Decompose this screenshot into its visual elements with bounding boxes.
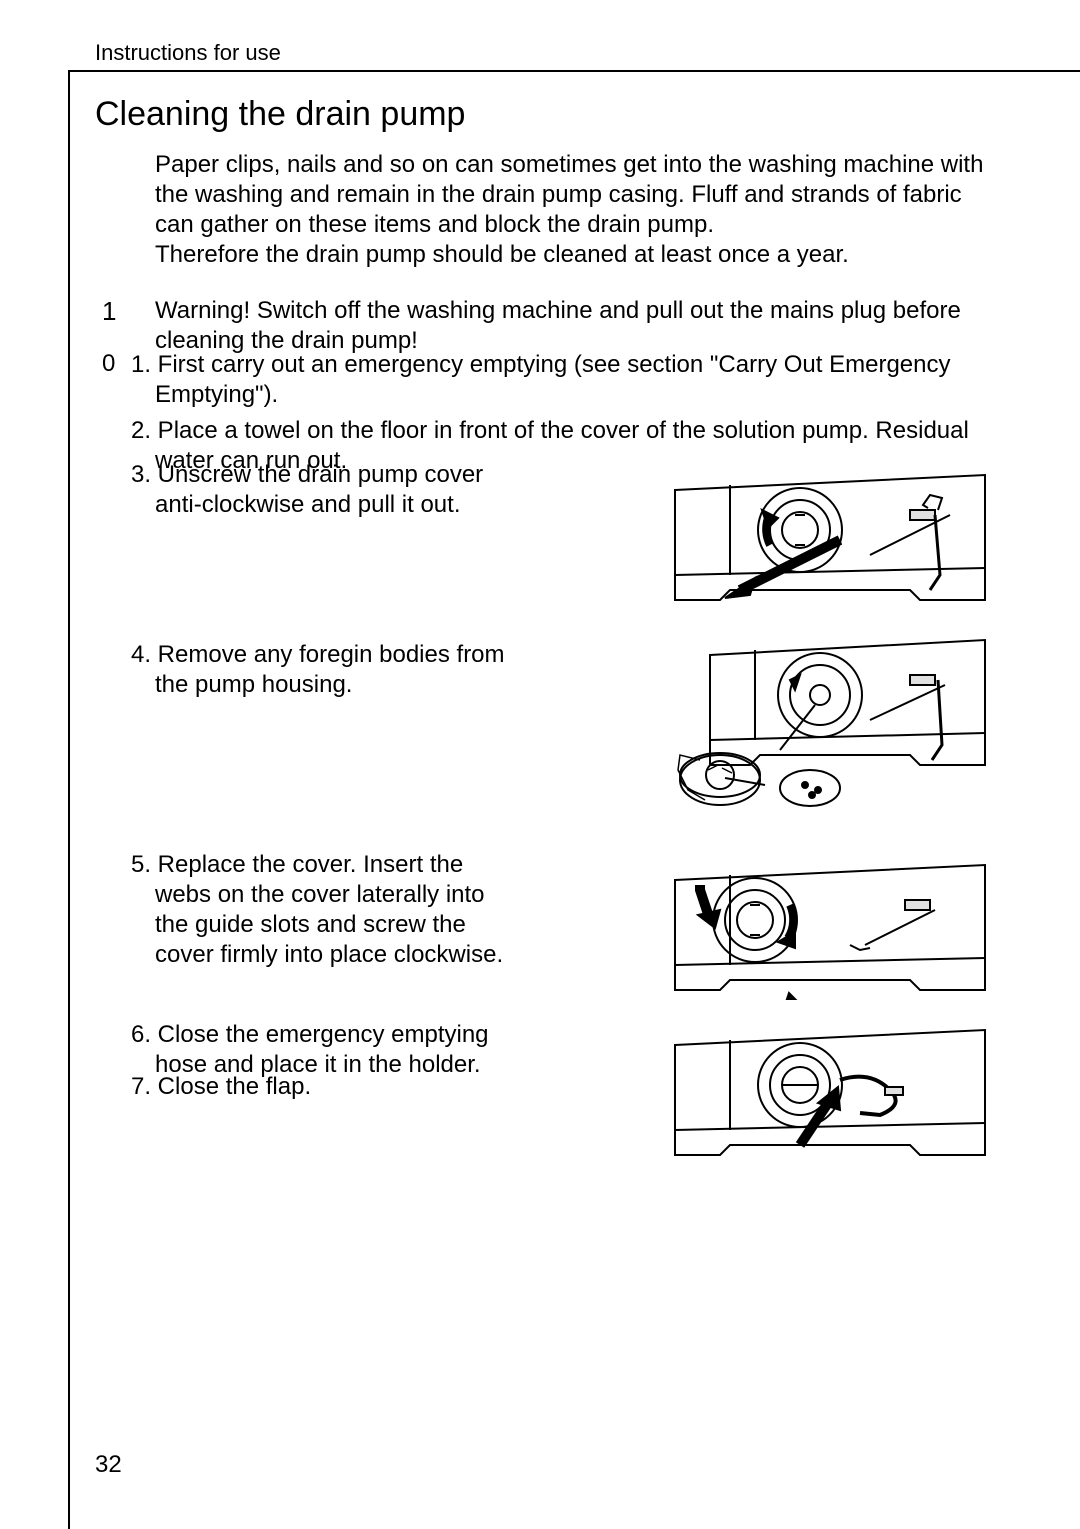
illustration-remove-debris xyxy=(670,630,990,810)
illustration-unscrew-cover xyxy=(670,460,990,610)
warning-marker: 1 xyxy=(102,296,116,327)
section-title: Cleaning the drain pump xyxy=(95,95,465,134)
step-7: 7. Close the flap. xyxy=(131,1072,521,1102)
intro-paragraph: Paper clips, nails and so on can sometim… xyxy=(155,150,990,270)
warning-text: Warning! Switch off the washing machine … xyxy=(155,296,990,356)
step-3: 3. Unscrew the drain pump cover anti-clo… xyxy=(131,460,521,520)
illustration-replace-cover xyxy=(670,850,990,1000)
step-1: 1. First carry out an emergency emptying… xyxy=(131,350,990,410)
step-marker-zero: 0 xyxy=(102,350,115,378)
step-6: 6. Close the emergency emptying hose and… xyxy=(131,1020,521,1080)
step-5: 5. Replace the cover. Insert the webs on… xyxy=(131,850,521,970)
header-label: Instructions for use xyxy=(95,40,281,66)
step-4: 4. Remove any foregin bodies from the pu… xyxy=(131,640,521,700)
illustration-close-hose xyxy=(670,1015,990,1165)
page-number: 32 xyxy=(95,1451,122,1479)
